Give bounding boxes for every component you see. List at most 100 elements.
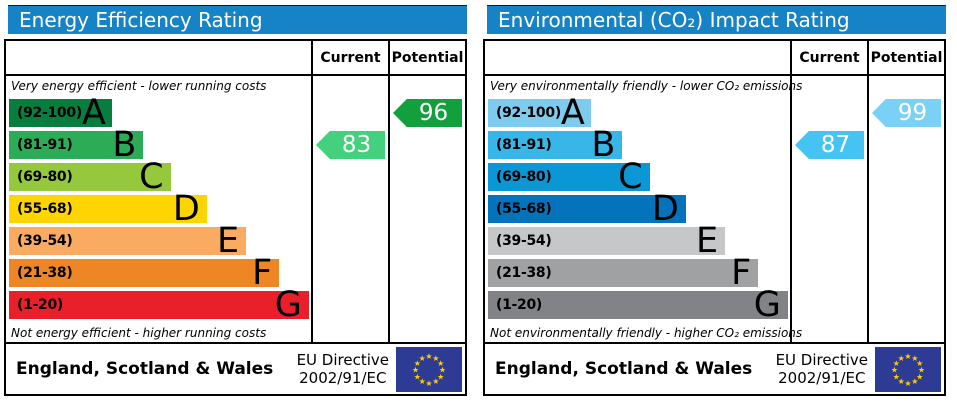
band-bar-a: (92-100) A (488, 96, 591, 131)
rating-chart: Current Potential Very energy efficient … (4, 39, 467, 344)
band-bar-e: (39-54) E (488, 221, 726, 261)
band-bar-d: (55-68) D (488, 189, 686, 229)
band-range: (1-20) (17, 297, 64, 313)
svg-text:★: ★ (904, 352, 911, 361)
band-row: (39-54) E (488, 221, 790, 261)
svg-text:★: ★ (419, 353, 426, 362)
band-letter: F (731, 253, 752, 293)
band-range: (55-68) (17, 201, 73, 217)
svg-text:★: ★ (904, 379, 911, 388)
band-letter: F (252, 253, 273, 293)
band-range: (69-80) (496, 169, 552, 185)
panel-title-bar: Environmental (CO₂) Impact Rating (487, 5, 946, 34)
potential-column: 96 (388, 76, 465, 342)
band-range: (1-20) (496, 297, 543, 313)
band-bar-f: (21-38) F (9, 253, 280, 293)
band-range: (92-100) (496, 105, 561, 121)
band-bar-f: (21-38) F (488, 253, 759, 293)
chart-header-row: Current Potential (6, 41, 465, 76)
chart-header-row: Current Potential (485, 41, 944, 76)
eu-directive-line2: 2002/91/EC (778, 369, 866, 387)
region-label: England, Scotland & Wales (16, 359, 274, 379)
bottom-caption: Not environmentally friendly - higher CO… (490, 326, 803, 340)
bottom-caption: Not energy efficient - higher running co… (11, 326, 267, 340)
svg-text:★: ★ (918, 365, 925, 374)
band-range: (81-91) (496, 137, 552, 153)
current-column-header: Current (790, 41, 867, 74)
svg-text:★: ★ (437, 358, 444, 367)
svg-text:★: ★ (414, 358, 421, 367)
band-bar-a: (92-100) A (9, 93, 112, 133)
band-range: (39-54) (17, 233, 73, 249)
svg-text:★: ★ (893, 358, 900, 367)
top-caption: Very energy efficient - lower running co… (11, 79, 267, 93)
band-row: (1-20) G (9, 285, 311, 325)
svg-text:★: ★ (911, 353, 918, 362)
band-row: (1-20) G (488, 285, 790, 325)
band-letter: A (81, 93, 106, 133)
top-caption: Very environmentally friendly - lower CO… (490, 79, 803, 93)
panel-title: Energy Efficiency Rating (19, 8, 263, 32)
band-row: (69-80) C (488, 157, 790, 197)
band-letter: C (139, 157, 164, 197)
environmental-impact-panel: Environmental (CO₂) Impact Rating Curren… (483, 5, 946, 396)
svg-text:★: ★ (432, 377, 439, 386)
svg-text:★: ★ (425, 352, 432, 361)
potential-rating-arrow: 96 (393, 99, 462, 127)
band-letter: G (274, 285, 302, 325)
current-column-header: Current (311, 41, 388, 74)
header-spacer (485, 41, 790, 74)
band-row: (81-91) B (9, 125, 311, 165)
chart-body: Very environmentally friendly - lower CO… (485, 76, 944, 342)
header-spacer (6, 41, 311, 74)
band-row: (69-80) C (9, 157, 311, 197)
svg-text:★: ★ (439, 365, 446, 374)
panel-title: Environmental (CO₂) Impact Rating (498, 8, 850, 32)
bands-list: (92-100) A (81-91) B (69-80) C (55-68) D (39-54)… (488, 96, 790, 325)
energy-efficiency-panel: Energy Efficiency Rating Current Potenti… (4, 5, 467, 396)
band-range: (81-91) (17, 137, 73, 153)
panel-title-bar: Energy Efficiency Rating (8, 5, 467, 34)
bands-area: Very energy efficient - lower running co… (6, 76, 311, 342)
eu-directive-line1: EU Directive (296, 351, 389, 369)
band-letter: D (172, 189, 200, 229)
band-letter: E (695, 221, 719, 261)
bands-area: Very environmentally friendly - lower CO… (485, 76, 803, 342)
band-bar-g: (1-20) G (488, 285, 788, 325)
band-letter: G (753, 285, 781, 325)
svg-text:★: ★ (437, 372, 444, 381)
band-bar-d: (55-68) D (9, 189, 207, 229)
band-bar-b: (81-91) B (488, 125, 623, 165)
band-bar-c: (69-80) C (9, 157, 171, 197)
svg-text:★: ★ (893, 372, 900, 381)
band-bar-c: (69-80) C (488, 157, 650, 197)
band-bar-b: (81-91) B (9, 125, 144, 165)
band-bar-e: (39-54) E (9, 221, 247, 261)
potential-rating-arrow: 99 (872, 99, 941, 127)
potential-column-header: Potential (867, 41, 944, 74)
band-range: (21-38) (496, 265, 552, 281)
current-column: 87 (790, 76, 867, 342)
band-letter: B (591, 125, 616, 165)
svg-text:★: ★ (432, 353, 439, 362)
band-bar-g: (1-20) G (9, 285, 309, 325)
potential-column-header: Potential (388, 41, 465, 74)
band-letter: B (112, 125, 137, 165)
band-letter: E (216, 221, 240, 261)
svg-text:★: ★ (898, 353, 905, 362)
rating-chart: Current Potential Very environmentally f… (483, 39, 946, 344)
band-row: (21-38) F (9, 253, 311, 293)
svg-text:★: ★ (414, 372, 421, 381)
band-range: (69-80) (17, 169, 73, 185)
svg-text:★: ★ (412, 365, 419, 374)
band-letter: D (651, 189, 679, 229)
svg-text:★: ★ (419, 377, 426, 386)
chart-body: Very energy efficient - lower running co… (6, 76, 465, 342)
band-row: (92-100) A (9, 93, 311, 133)
band-letter: C (618, 157, 643, 197)
svg-text:★: ★ (916, 358, 923, 367)
band-row: (55-68) D (488, 189, 790, 229)
current-column: 83 (311, 76, 388, 342)
band-row: (81-91) B (488, 125, 790, 165)
